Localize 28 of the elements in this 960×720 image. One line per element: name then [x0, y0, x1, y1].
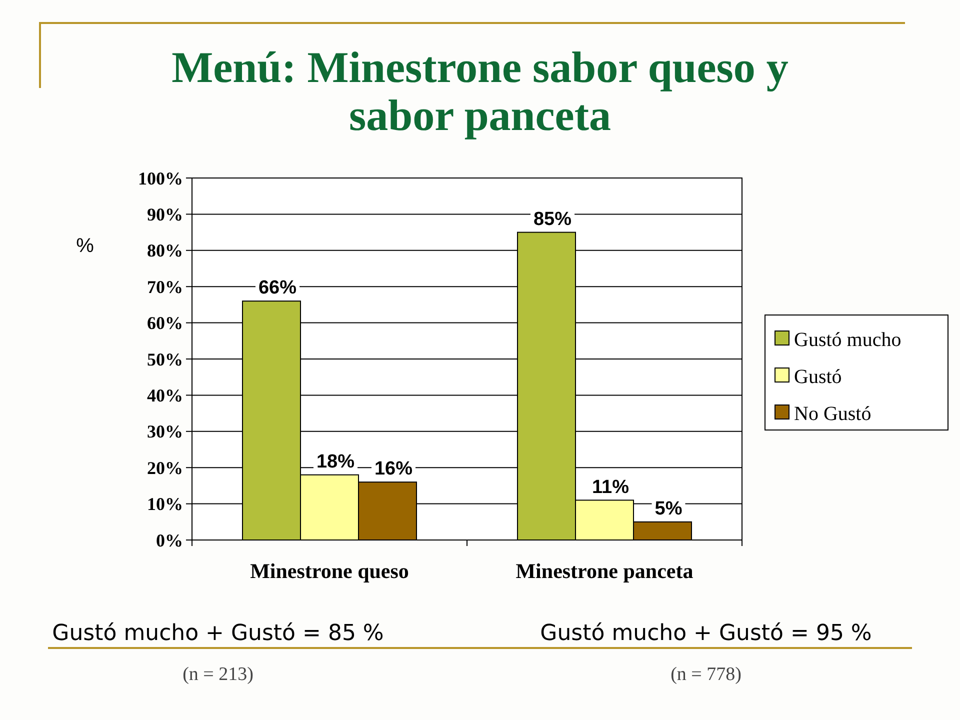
y-tick-label: 40% — [147, 386, 183, 406]
text: 5% — [654, 498, 682, 520]
text: (n = 778) — [670, 664, 742, 685]
text: 11% — [592, 476, 629, 498]
legend-label: Gustó — [794, 366, 842, 388]
y-tick-label: 10% — [147, 494, 183, 514]
text: Gustó mucho + Gustó = 85 % — [52, 621, 384, 646]
y-tick-label: 20% — [147, 458, 183, 478]
text: 85% — [533, 208, 572, 230]
y-tick-label: 100% — [138, 168, 183, 188]
x-tick-label: Minestrone panceta — [516, 559, 694, 583]
y-tick-label: 90% — [147, 204, 183, 224]
legend-label: No Gustó — [794, 403, 872, 425]
y-tick-label: 70% — [147, 276, 183, 297]
text: 66% — [258, 278, 297, 299]
text: (n = 213) — [182, 664, 254, 685]
y-tick-label: 80% — [147, 240, 183, 261]
text: 16% — [374, 458, 413, 480]
chart-title: Menú: Minestrone sabor queso y sabor panceta — [172, 43, 788, 140]
legend-label: Gustó mucho — [794, 329, 902, 351]
text: Gustó mucho + Gustó = 95 % — [540, 621, 872, 646]
x-tick-label: Minestrone queso — [250, 559, 409, 583]
y-axis-title: % — [76, 235, 94, 257]
text: 18% — [316, 451, 355, 472]
y-tick-label: 30% — [147, 422, 183, 442]
y-tick-label: 0% — [156, 530, 183, 550]
y-tick-label: 60% — [147, 313, 183, 334]
y-tick-label: 50% — [147, 349, 183, 370]
